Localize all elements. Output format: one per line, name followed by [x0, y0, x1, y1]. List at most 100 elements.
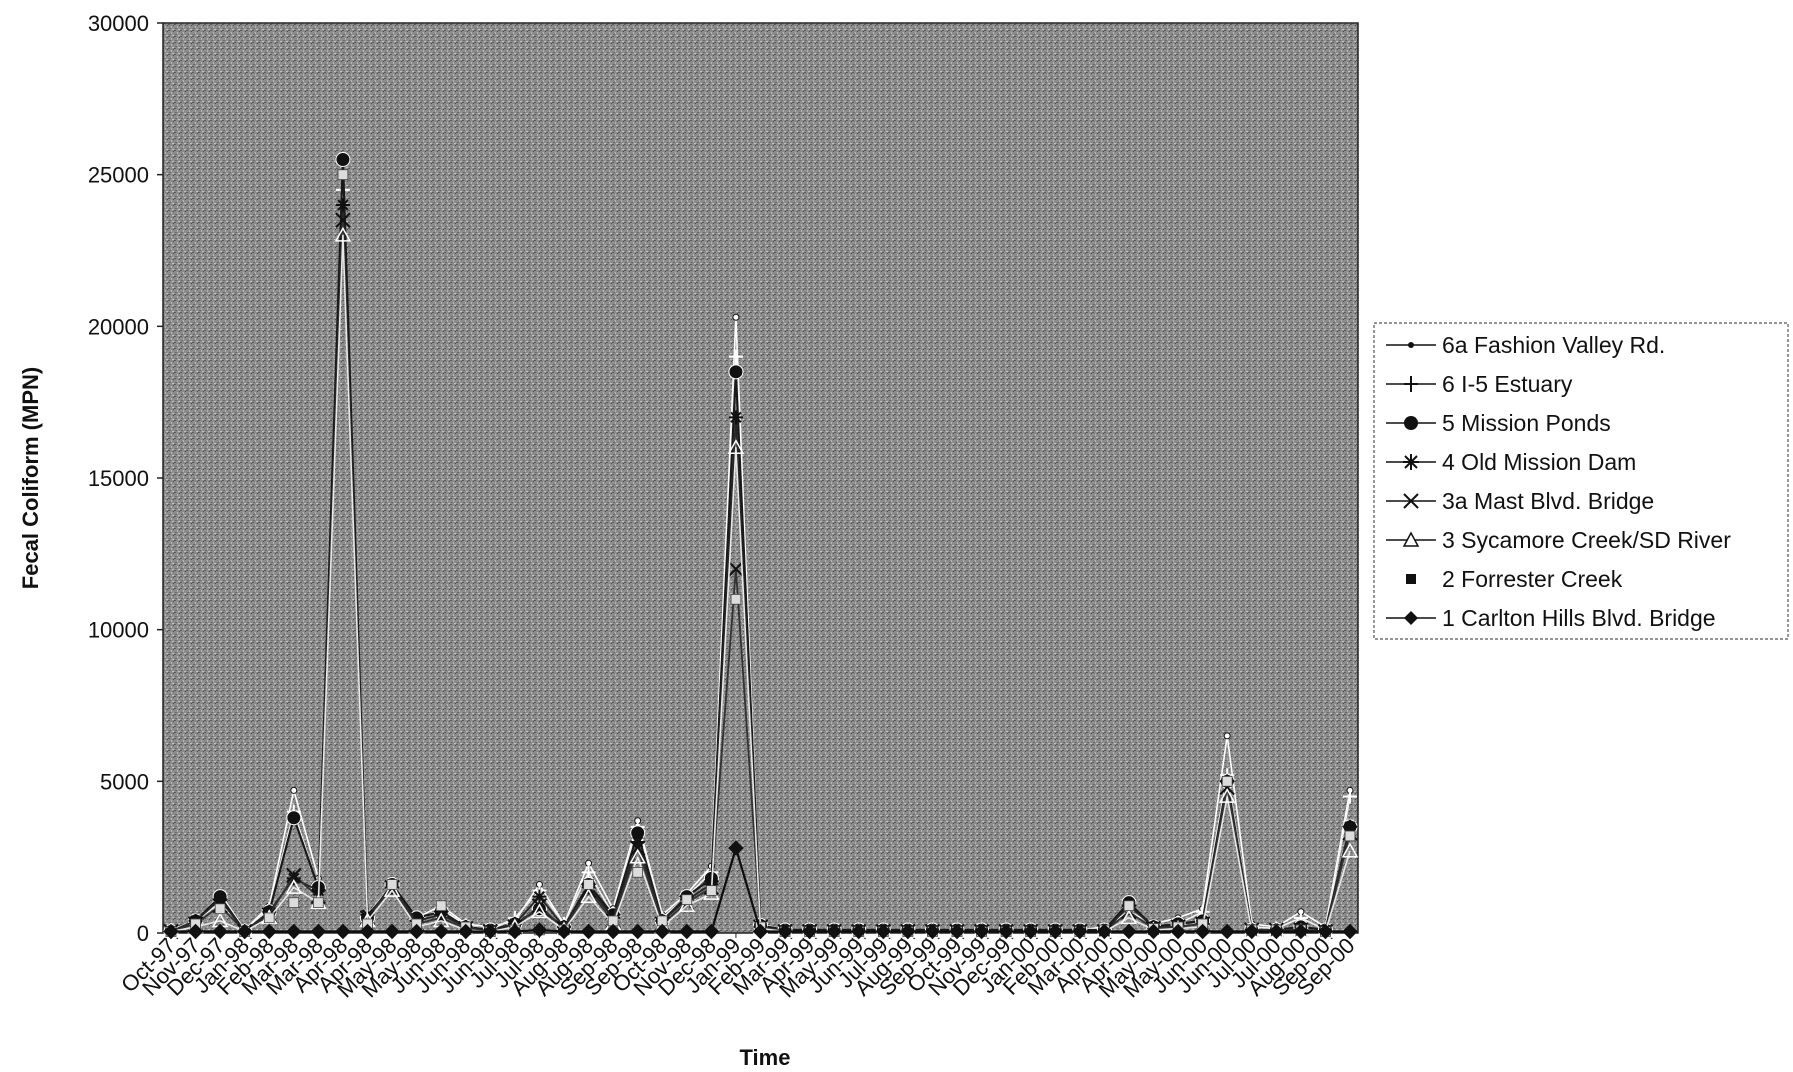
data-point [973, 923, 990, 940]
data-point [290, 786, 298, 794]
data-point [337, 169, 349, 180]
y-tick-label: 20000 [88, 314, 149, 339]
legend-marker [1403, 493, 1419, 509]
legend-box [1373, 322, 1789, 640]
data-point [851, 923, 867, 940]
data-point [1244, 923, 1260, 940]
data-point [728, 364, 744, 380]
data-point [679, 923, 695, 940]
legend-label: 4 Old Mission Dam [1442, 449, 1636, 475]
data-point [435, 900, 447, 911]
data-point [187, 923, 204, 940]
data-point [580, 923, 597, 940]
data-point [458, 923, 474, 940]
data-point [531, 903, 548, 919]
y-tick-label: 15000 [88, 466, 149, 491]
legend-marker [1404, 416, 1418, 430]
data-point [1072, 923, 1088, 940]
x-axis-title: Time [740, 1045, 791, 1070]
data-point [654, 923, 670, 940]
data-point [384, 923, 400, 940]
legend-marker [1406, 574, 1416, 584]
data-point [1120, 909, 1138, 925]
x-axis-ticks: Oct-97Nov-97Dec-97Jan-98Feb-98Mar-98Mar-… [116, 933, 1359, 1003]
data-point [630, 835, 645, 849]
data-point [286, 867, 302, 884]
data-point [335, 198, 350, 212]
legend-label: 1 Carlton Hills Blvd. Bridge [1442, 605, 1716, 631]
data-point [286, 871, 301, 886]
data-point [1047, 923, 1063, 940]
data-point [1123, 900, 1135, 911]
data-point [629, 840, 646, 856]
data-point [728, 349, 743, 364]
data-point [214, 903, 226, 915]
data-point [629, 848, 646, 864]
data-point [286, 923, 302, 940]
data-point [949, 923, 965, 940]
data-point [1022, 923, 1039, 940]
data-point [556, 923, 572, 940]
data-point [1219, 923, 1235, 940]
data-point [703, 923, 720, 940]
data-point [583, 879, 594, 890]
data-point [580, 888, 597, 903]
legend-marker [1408, 342, 1414, 348]
data-point [1145, 923, 1162, 940]
legend-label: 3a Mast Blvd. Bridge [1442, 488, 1654, 514]
data-point [632, 867, 643, 878]
data-point [507, 923, 523, 940]
data-point [875, 923, 892, 940]
data-point [678, 897, 696, 913]
data-point [408, 923, 425, 940]
y-tick-label: 5000 [100, 769, 149, 794]
data-point [1221, 776, 1233, 787]
data-point [681, 894, 693, 905]
data-point [998, 923, 1014, 940]
y-tick-label: 25000 [88, 163, 149, 188]
legend-item: 3a Mast Blvd. Bridge [1386, 488, 1654, 514]
data-point [1096, 923, 1113, 940]
data-point [313, 897, 324, 908]
data-point [163, 923, 179, 940]
legend-item: 5 Mission Ponds [1386, 410, 1611, 436]
data-point [433, 923, 449, 940]
data-point [482, 923, 499, 940]
legend-marker [1404, 376, 1418, 392]
data-point [1343, 819, 1357, 834]
legend-marker [1402, 531, 1420, 547]
data-point [1194, 923, 1211, 940]
data-point [801, 923, 818, 940]
legend-marker [1404, 611, 1418, 625]
data-point [532, 889, 547, 904]
data-point [605, 923, 621, 940]
data-point [1344, 830, 1356, 842]
legend-item: 1 Carlton Hills Blvd. Bridge [1386, 605, 1716, 631]
data-point [213, 892, 228, 907]
data-point [261, 923, 277, 940]
legend: 6a Fashion Valley Rd. 6 I-5 Estuary 5 Miss… [1373, 322, 1789, 640]
data-point [924, 923, 941, 940]
data-point [727, 439, 745, 455]
data-point [728, 410, 743, 425]
legend-label: 6 I-5 Estuary [1442, 371, 1573, 397]
data-point [629, 923, 646, 940]
data-point [212, 923, 228, 940]
data-point [730, 594, 742, 605]
data-point [236, 923, 253, 940]
legend-item: 4 Old Mission Dam [1386, 449, 1636, 475]
data-point [728, 840, 744, 856]
data-point [359, 923, 376, 940]
data-point [1341, 842, 1359, 858]
data-point [1342, 923, 1358, 940]
data-point [335, 212, 351, 228]
data-point [732, 313, 740, 321]
data-point [263, 912, 275, 924]
y-axis-title: Fecal Coliform (MPN) [18, 367, 43, 589]
data-point [826, 923, 842, 940]
data-point [1223, 732, 1231, 740]
y-tick-label: 10000 [88, 618, 149, 643]
data-point [728, 561, 744, 577]
data-point [752, 923, 769, 940]
